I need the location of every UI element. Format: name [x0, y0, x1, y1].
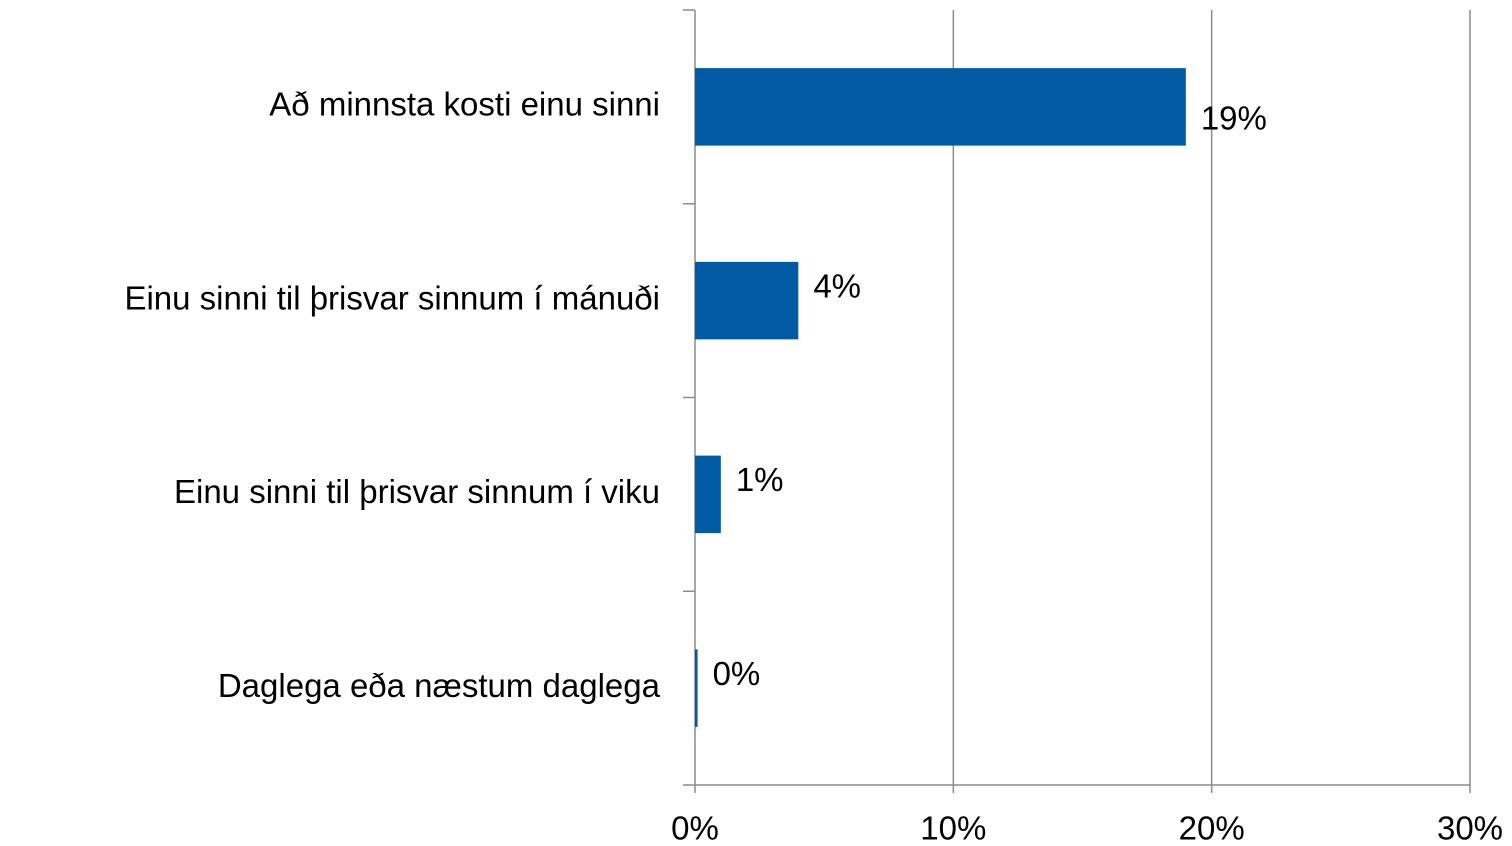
bar [695, 261, 799, 340]
bar [695, 649, 698, 727]
bar [695, 455, 721, 534]
x-tick-label: 10% [920, 810, 986, 846]
x-tick-label: 0% [671, 810, 719, 846]
bar [695, 68, 1186, 146]
x-tick-label: 20% [1179, 810, 1245, 846]
y-tick-label: Einu sinni til þrisvar sinnum í viku [174, 473, 660, 510]
y-tick-label: Einu sinni til þrisvar sinnum í mánuði [124, 279, 660, 316]
value-label: 19% [1201, 100, 1267, 137]
value-label: 0% [713, 655, 761, 692]
value-label: 4% [813, 267, 861, 304]
y-tick-label: Daglega eða næstum daglega [218, 667, 661, 704]
x-tick-label: 30% [1437, 810, 1503, 846]
value-label: 1% [736, 461, 784, 498]
y-tick-label: Að minnsta kosti einu sinni [269, 86, 660, 123]
